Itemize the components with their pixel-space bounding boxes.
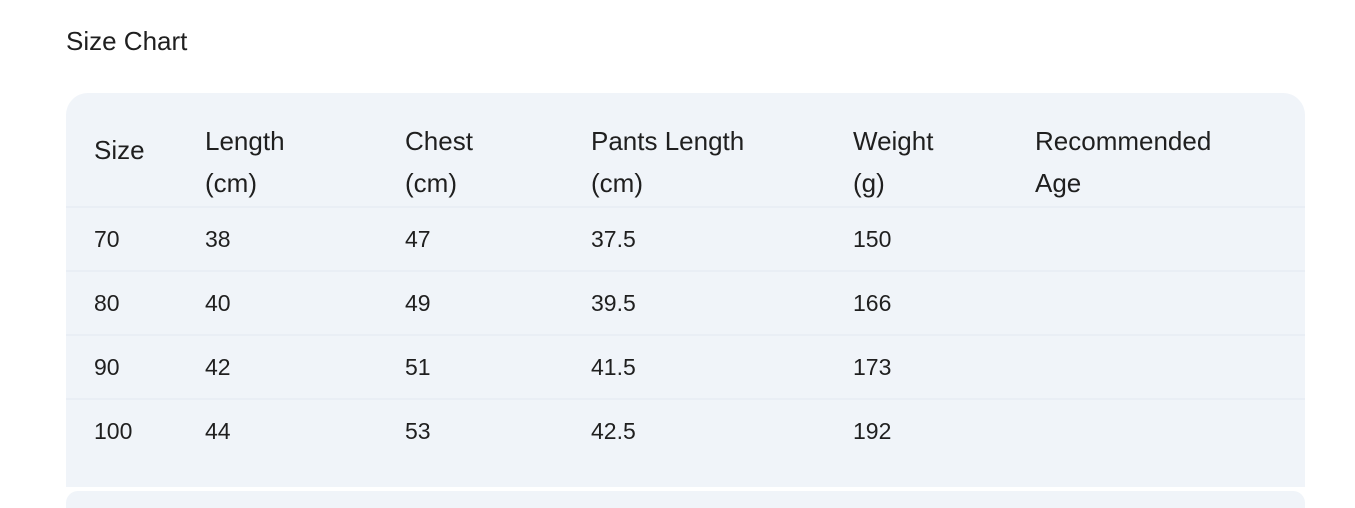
header-label: Length [205, 126, 285, 156]
table-row: 70 38 47 37.5 150 [66, 206, 1305, 271]
cell-pants-length: 39.5 [563, 270, 825, 335]
cell-recommended-age [1007, 398, 1305, 463]
page-title: Size Chart [66, 26, 188, 56]
cell-size: 70 [66, 206, 177, 271]
cell-recommended-age [1007, 270, 1305, 335]
cell-chest: 49 [377, 270, 563, 335]
cell-weight: 166 [825, 270, 1007, 335]
cell-weight: 150 [825, 206, 1007, 271]
table-row: 90 42 51 41.5 173 [66, 334, 1305, 399]
cell-size: 100 [66, 398, 177, 463]
cell-length: 44 [177, 398, 377, 463]
header-unit: (g) [853, 168, 885, 198]
cell-length: 42 [177, 334, 377, 399]
cell-weight: 173 [825, 334, 1007, 399]
cell-recommended-age [1007, 334, 1305, 399]
size-chart-table-card: Size Length (cm) Chest (cm) Pants Length… [66, 93, 1305, 487]
header-label-line2: Age [1035, 168, 1082, 198]
cell-chest: 51 [377, 334, 563, 399]
next-table-card [66, 491, 1305, 508]
header-weight: Weight (g) [825, 93, 1007, 207]
header-length: Length (cm) [177, 93, 377, 207]
cell-size: 80 [66, 270, 177, 335]
header-size: Size [66, 93, 177, 207]
header-chest: Chest (cm) [377, 93, 563, 207]
cell-pants-length: 42.5 [563, 398, 825, 463]
header-label: Pants Length [591, 126, 745, 156]
table-row: 100 44 53 42.5 192 [66, 398, 1305, 463]
cell-recommended-age [1007, 206, 1305, 271]
header-label: Chest [405, 126, 473, 156]
header-label: Recommended [1035, 126, 1212, 156]
header-unit: (cm) [405, 168, 457, 198]
header-label: Size [94, 134, 145, 165]
header-unit: (cm) [205, 168, 257, 198]
header-pants-length: Pants Length (cm) [563, 93, 825, 207]
header-label: Weight [853, 126, 934, 156]
header-recommended-age: Recommended Age [1007, 93, 1305, 207]
cell-chest: 53 [377, 398, 563, 463]
table-row: 80 40 49 39.5 166 [66, 270, 1305, 335]
cell-length: 40 [177, 270, 377, 335]
cell-pants-length: 37.5 [563, 206, 825, 271]
cell-weight: 192 [825, 398, 1007, 463]
cell-pants-length: 41.5 [563, 334, 825, 399]
cell-chest: 47 [377, 206, 563, 271]
header-unit: (cm) [591, 168, 643, 198]
cell-size: 90 [66, 334, 177, 399]
cell-length: 38 [177, 206, 377, 271]
size-chart-table: Size Length (cm) Chest (cm) Pants Length… [66, 93, 1305, 463]
table-header-row: Size Length (cm) Chest (cm) Pants Length… [66, 93, 1305, 207]
